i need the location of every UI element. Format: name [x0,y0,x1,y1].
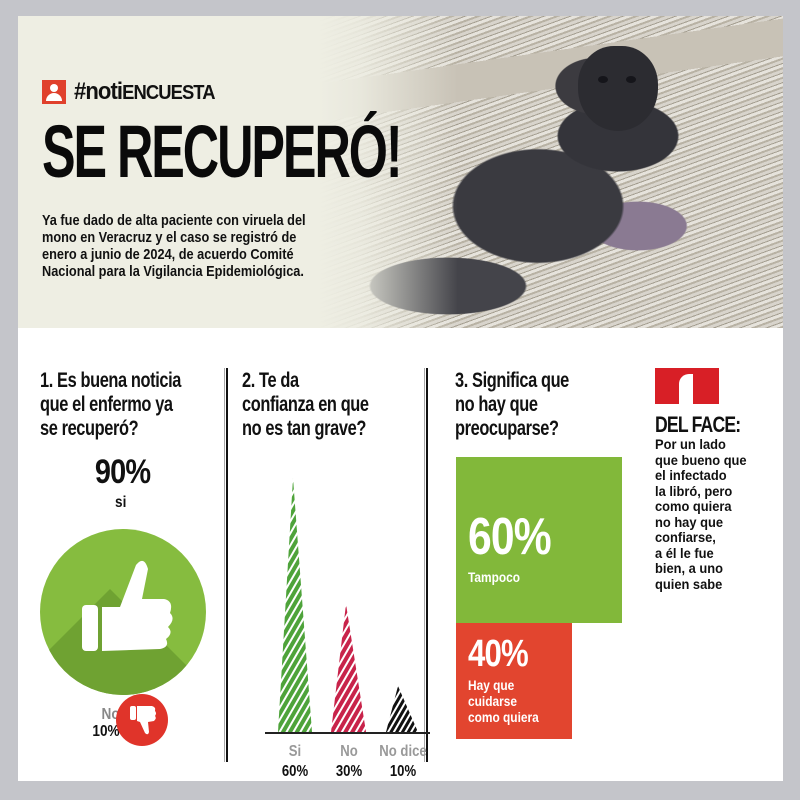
q1-no-label: No [101,706,120,723]
brand-text: #notiENCUESTA [74,78,216,105]
thumbs-down-icon [116,694,168,746]
question-3-title: 3. Significa que no hay que preocuparse? [455,369,569,440]
q2-label-nodice: No dice 10% [379,743,427,780]
photo-fade [318,16,458,328]
q2-chart: Si 60% No 30% No dice 10% [253,468,433,780]
q1-yes-label: si [115,494,127,511]
q3-tampoco-label: Tampoco [468,569,521,585]
del-face-body: Por un lado que bueno que el infectado l… [655,436,747,592]
user-icon [42,80,66,104]
q1-no-result: No 10% [90,706,122,740]
q2-bar-no [331,604,366,732]
q2-label-no: No 30% [335,743,363,780]
column-divider [224,368,228,762]
gorilla-eye [598,76,608,83]
q3-option-tampoco: 60% Tampoco [456,457,622,623]
q3-tampoco-percent: 60% [468,508,552,566]
infographic-panel: #notiENCUESTA SE RECUPERÓ! Ya fue dado d… [18,16,783,781]
thumbs-up-icon [40,529,206,695]
gorilla-face [578,46,658,131]
brand-tag: #notiENCUESTA [42,78,227,106]
q1-no-percent: 10% [92,723,120,740]
quote-icon [655,368,719,404]
q2-label-si: Si 60% [281,743,309,780]
q3-cuidarse-percent: 40% [468,633,529,675]
del-face-title: DEL FACE: [655,412,741,437]
question-1-title: 1. Es buena noticia que el enfermo ya se… [40,369,181,440]
lead-paragraph: Ya fue dado de alta paciente con viruela… [42,212,306,280]
column-divider [424,368,428,762]
gorilla-eye [626,76,636,83]
q2-bar-nodice [386,686,418,732]
q2-bar-si [278,478,312,732]
hero-section: #notiENCUESTA SE RECUPERÓ! Ya fue dado d… [18,16,783,328]
chart-baseline [265,732,430,734]
q3-option-cuidarse: 40% Hay que cuidarse como quiera [456,623,572,739]
q1-yes-percent: 90% [94,453,151,491]
headline: SE RECUPERÓ! [42,110,403,193]
question-2-title: 2. Te da confianza en que no es tan grav… [242,369,369,440]
q3-cuidarse-label: Hay que cuidarse como quiera [468,677,539,725]
